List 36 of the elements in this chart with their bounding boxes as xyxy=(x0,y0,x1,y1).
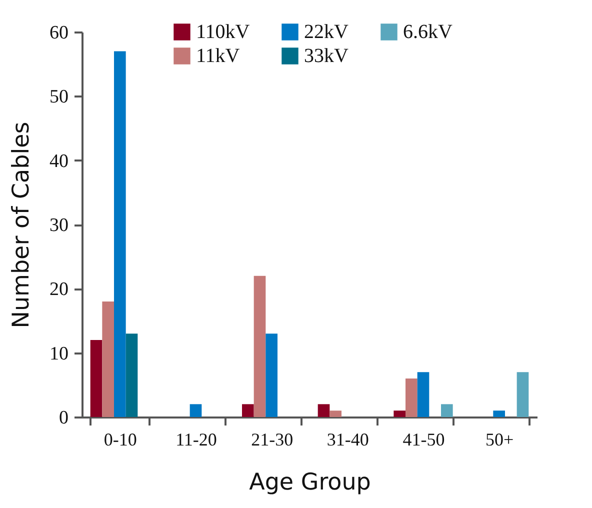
x-tick-label: 0-10 xyxy=(104,430,137,450)
bar xyxy=(417,372,430,417)
bar xyxy=(493,410,505,417)
bar xyxy=(440,404,453,417)
bar xyxy=(266,334,278,417)
legend-label: 22kV xyxy=(304,21,349,43)
bar xyxy=(254,276,266,417)
bar xyxy=(318,404,330,417)
bar xyxy=(394,410,406,417)
bar xyxy=(126,334,138,417)
x-tick-label: 50+ xyxy=(486,430,514,450)
bar xyxy=(330,410,342,417)
legend-label: 11kV xyxy=(196,45,240,67)
bar xyxy=(242,404,254,417)
legend-label: 110kV xyxy=(196,21,250,43)
y-tick-label: 20 xyxy=(50,279,68,300)
x-tick-label: 31-40 xyxy=(326,430,369,450)
y-tick-label: 10 xyxy=(50,343,68,364)
bar xyxy=(114,51,126,417)
y-tick-label: 60 xyxy=(50,22,68,44)
x-tick-label: 41-50 xyxy=(402,430,445,450)
bar xyxy=(516,372,529,417)
y-tick-label: 40 xyxy=(50,150,68,172)
legend-label: 6.6kV xyxy=(403,21,453,43)
bar xyxy=(102,302,114,417)
y-tick-label: 50 xyxy=(50,86,68,108)
y-tick-label: 30 xyxy=(50,215,68,236)
x-tick-label: 21-30 xyxy=(251,430,294,450)
bar xyxy=(90,340,102,417)
bar xyxy=(406,378,418,417)
y-axis-title: Number of Cables xyxy=(8,122,34,328)
x-tick-label: 11-20 xyxy=(176,430,217,450)
bar xyxy=(190,404,202,417)
x-axis-title: Age Group xyxy=(249,470,371,496)
legend-label: 33kV xyxy=(304,45,349,67)
y-tick-label: 0 xyxy=(59,408,68,428)
